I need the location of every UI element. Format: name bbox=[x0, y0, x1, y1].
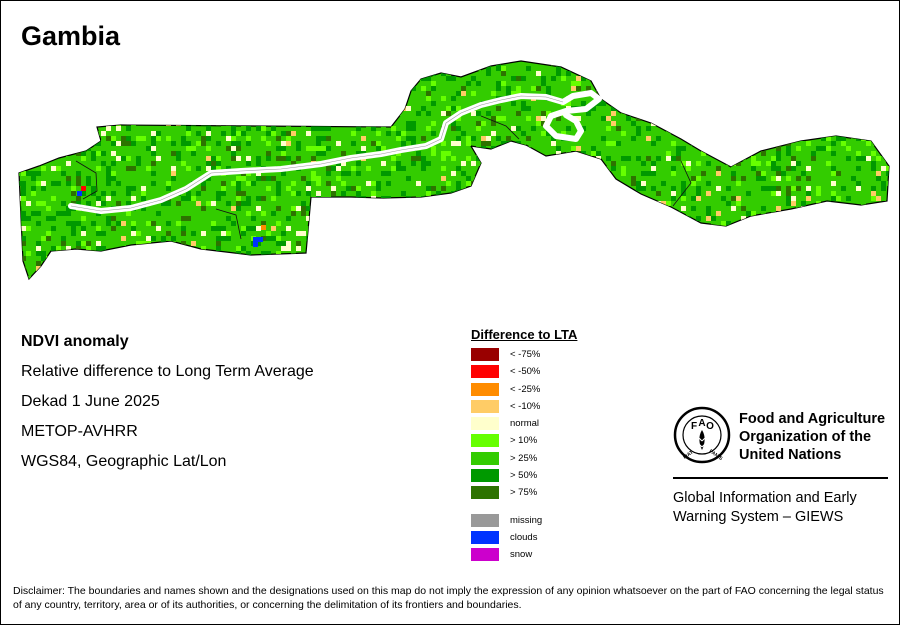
fao-name-line: United Nations bbox=[739, 447, 842, 463]
legend-item: > 50% bbox=[471, 467, 577, 484]
legend-item: > 75% bbox=[471, 484, 577, 501]
legend-swatch bbox=[471, 486, 499, 500]
legend-item: < -10% bbox=[471, 398, 577, 415]
legend-swatch bbox=[471, 417, 499, 431]
fao-divider bbox=[673, 477, 888, 479]
legend-label: > 10% bbox=[510, 435, 538, 447]
map-title: Gambia bbox=[21, 21, 121, 51]
info-description: Relative difference to Long Term Average bbox=[21, 363, 314, 380]
ndvi-map bbox=[18, 60, 890, 281]
legend-title: Difference to LTA bbox=[471, 327, 578, 342]
legend-label: > 75% bbox=[510, 487, 538, 499]
gambia-river-edge bbox=[70, 95, 564, 212]
legend-swatch bbox=[471, 434, 499, 448]
legend-swatch bbox=[471, 451, 499, 465]
info-sensor: METOP-AVHRR bbox=[21, 423, 138, 440]
legend-item: clouds bbox=[471, 529, 577, 546]
legend-label: < -75% bbox=[510, 349, 541, 360]
legend-item: < -50% bbox=[471, 363, 577, 380]
disclaimer: Disclaimer: The boundaries and names sho… bbox=[13, 585, 884, 611]
legend-item: missing bbox=[471, 512, 577, 529]
legend-swatch bbox=[471, 365, 499, 379]
legend: Difference to LTA < -75% < -50% < -25% <… bbox=[471, 327, 577, 564]
map-info: NDVI anomaly Relative difference to Long… bbox=[21, 331, 314, 481]
legend-label: < -50% bbox=[510, 366, 541, 378]
legend-label: > 25% bbox=[510, 452, 538, 464]
legend-swatch bbox=[471, 382, 499, 396]
fao-logo-motto: FIAT bbox=[682, 450, 694, 461]
legend-item: < -25% bbox=[471, 381, 577, 398]
legend-item: > 25% bbox=[471, 450, 577, 467]
legend-label: < -25% bbox=[510, 383, 541, 395]
giews-name: Global Information and Early Warning Sys… bbox=[673, 489, 857, 527]
fao-name-line: Food and Agriculture bbox=[739, 411, 886, 427]
legend-label: > 50% bbox=[510, 470, 538, 482]
legend-swatch bbox=[471, 548, 499, 562]
legend-item: < -75% bbox=[471, 346, 577, 363]
legend-swatch bbox=[471, 399, 499, 413]
legend-swatch bbox=[471, 530, 499, 544]
info-projection: WGS84, Geographic Lat/Lon bbox=[21, 453, 227, 470]
fao-logo-letter: A bbox=[698, 418, 705, 429]
legend-item: snow bbox=[471, 546, 577, 563]
info-dekad: Dekad 1 June 2025 bbox=[21, 393, 160, 410]
region-boundaries bbox=[75, 115, 692, 240]
legend-swatch bbox=[471, 469, 499, 483]
legend-swatch bbox=[471, 348, 499, 361]
legend-label: missing bbox=[510, 514, 543, 526]
fao-logo: F A O FIAT PANIS bbox=[673, 406, 731, 464]
fao-name: Food and Agriculture Organization of the… bbox=[739, 410, 885, 464]
legend-item: > 10% bbox=[471, 432, 577, 449]
fao-name-line: Organization of the bbox=[739, 429, 872, 445]
legend-swatch bbox=[471, 513, 499, 527]
legend-item: normal bbox=[471, 415, 577, 432]
legend-label: clouds bbox=[510, 531, 538, 543]
fao-logo-letter: O bbox=[706, 421, 714, 432]
info-product: NDVI anomaly bbox=[21, 333, 129, 350]
legend-label: snow bbox=[510, 549, 533, 561]
giews-line: Warning System – GIEWS bbox=[673, 509, 844, 525]
legend-label: normal bbox=[510, 418, 540, 430]
legend-label: < -10% bbox=[510, 400, 541, 412]
fao-logo-letter: F bbox=[691, 421, 697, 432]
giews-line: Global Information and Early bbox=[673, 490, 857, 506]
